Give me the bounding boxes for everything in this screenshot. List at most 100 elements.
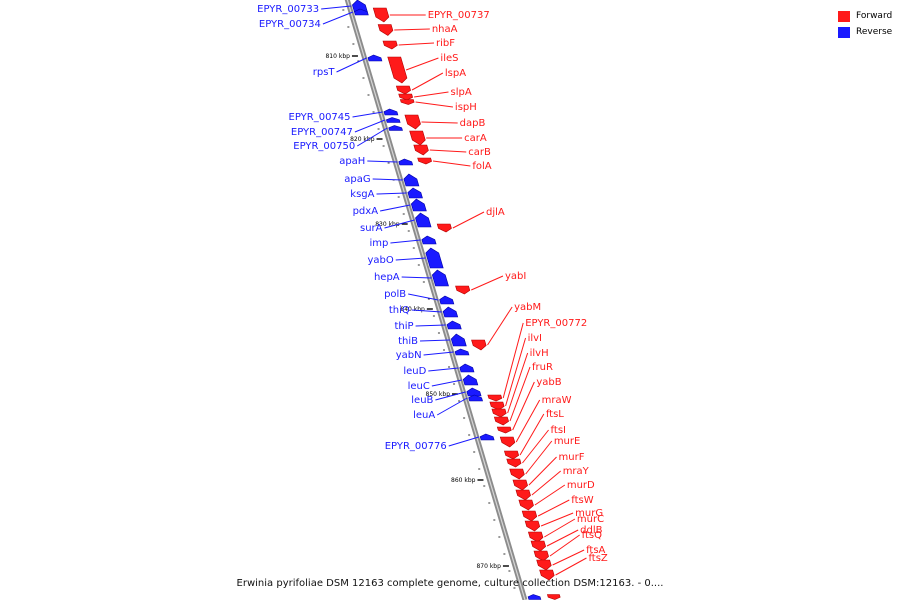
forward-gene-leader: [555, 557, 587, 576]
reverse-gene-arrow: [388, 125, 403, 131]
reverse-gene-arrow: [527, 594, 542, 600]
reverse-gene-leader: [336, 57, 367, 73]
forward-gene-leader: [432, 160, 471, 167]
reverse-gene-arrow: [425, 247, 444, 269]
reverse-gene-leader: [395, 257, 426, 261]
forward-gene-label: slpA: [450, 87, 471, 98]
forward-gene-arrow: [515, 489, 531, 501]
reverse-gene-label: leuB: [411, 395, 433, 406]
reverse-gene-leader: [408, 293, 439, 301]
forward-gene-leader: [414, 91, 449, 98]
forward-gene-leader: [531, 470, 562, 496]
forward-gene-leader: [411, 72, 444, 91]
reverse-gene-label: EPYR_00734: [259, 19, 321, 30]
forward-gene-label: ftsQ: [582, 530, 602, 541]
reverse-gene-label: polB: [384, 289, 406, 300]
reverse-gene-label: leuD: [403, 366, 426, 377]
forward-gene-arrow: [417, 157, 432, 165]
reverse-gene-leader: [411, 309, 442, 313]
forward-gene-label: ftsL: [546, 409, 564, 420]
reverse-gene-label: leuC: [408, 381, 430, 392]
reverse-gene-leader: [379, 204, 411, 212]
reverse-gene-arrow: [468, 394, 483, 402]
forward-gene-arrow: [506, 458, 522, 468]
forward-gene-label: mraW: [542, 395, 572, 406]
forward-gene-label: carB: [468, 147, 491, 158]
reverse-gene-leader: [423, 351, 454, 356]
reverse-gene-leader: [384, 219, 415, 229]
reverse-gene-arrow: [385, 117, 401, 123]
reverse-gene-arrow: [459, 363, 475, 373]
reverse-gene-leader: [372, 178, 403, 181]
forward-gene-label: yabM: [514, 302, 541, 313]
reverse-gene-arrow: [367, 54, 383, 62]
reverse-gene-label: surA: [360, 223, 383, 234]
legend: Forward Reverse: [838, 8, 892, 40]
forward-gene-label: ftsW: [571, 495, 593, 506]
forward-gene-leader: [522, 429, 549, 464]
forward-gene-leader: [512, 381, 535, 431]
reverse-gene-leader: [352, 111, 383, 118]
reverse-gene-label: imp: [370, 238, 389, 249]
reverse-gene-arrow: [407, 187, 423, 199]
reverse-gene-arrow: [410, 198, 427, 212]
forward-gene-leader: [537, 499, 570, 517]
reverse-gene-arrow: [403, 173, 420, 187]
forward-gene-arrow: [413, 144, 429, 156]
forward-gene-arrow: [436, 223, 452, 233]
forward-gene-label: EPYR_00772: [525, 318, 587, 329]
forward-gene-leader: [415, 101, 454, 108]
reverse-gene-leader: [322, 11, 354, 25]
forward-gene-label: folA: [472, 161, 491, 172]
forward-gene-arrow: [518, 499, 534, 511]
reverse-gene-label: EPYR_00745: [289, 112, 351, 123]
scale-label: 820 kbp: [350, 136, 375, 143]
reverse-gene-leader: [321, 5, 352, 10]
forward-gene-leader: [502, 322, 524, 399]
forward-gene-label: murG: [575, 508, 603, 519]
forward-gene-label: ilvH: [530, 348, 549, 359]
forward-gene-leader: [507, 352, 529, 414]
reverse-gene-label: thiQ: [389, 305, 410, 316]
forward-gene-leader: [528, 456, 557, 486]
forward-gene-label: ileS: [440, 53, 458, 64]
forward-gene-leader: [552, 549, 585, 566]
reverse-gene-arrow: [421, 235, 437, 245]
forward-gene-label: ribF: [436, 38, 455, 49]
forward-gene-arrow: [509, 468, 525, 480]
forward-gene-leader: [471, 275, 504, 291]
forward-gene-label: nhaA: [432, 24, 458, 35]
forward-gene-label: ftsZ: [588, 553, 607, 564]
reverse-gene-label: yabO: [367, 255, 393, 266]
forward-gene-arrow: [491, 408, 507, 418]
forward-gene-leader: [544, 518, 576, 538]
reverse-gene-label: apaG: [344, 174, 370, 185]
forward-gene-label: murC: [577, 514, 604, 525]
reverse-gene-label: EPYR_00776: [385, 441, 447, 452]
reverse-gene-arrow: [415, 212, 432, 228]
reverse-gene-leader: [390, 239, 421, 244]
forward-gene-label: lspA: [445, 68, 466, 79]
reverse-gene-arrow: [439, 295, 455, 305]
forward-gene-label: mraY: [563, 466, 590, 477]
forward-gene-arrow: [527, 531, 544, 543]
reverse-swatch: [838, 26, 850, 38]
forward-gene-label: ftsA: [586, 545, 605, 556]
reverse-gene-arrow: [479, 433, 495, 441]
forward-gene-arrow: [530, 540, 547, 552]
scale-label: 810 kbp: [325, 53, 350, 60]
reverse-gene-label: ksgA: [350, 189, 374, 200]
reverse-gene-arrow: [454, 348, 470, 356]
reverse-gene-leader: [431, 379, 462, 387]
forward-gene-arrow: [503, 450, 520, 460]
forward-gene-arrow: [399, 99, 415, 105]
forward-gene-arrow: [409, 130, 426, 146]
map-caption: Erwinia pyrifoliae DSM 12163 complete ge…: [236, 578, 664, 589]
reverse-gene-leader: [367, 160, 398, 163]
forward-gene-leader: [429, 149, 467, 153]
reverse-gene-leader: [357, 127, 388, 147]
reverse-gene-leader: [435, 391, 466, 401]
forward-gene-arrow: [377, 24, 394, 36]
forward-gene-leader: [534, 484, 566, 506]
forward-gene-label: murF: [559, 452, 585, 463]
